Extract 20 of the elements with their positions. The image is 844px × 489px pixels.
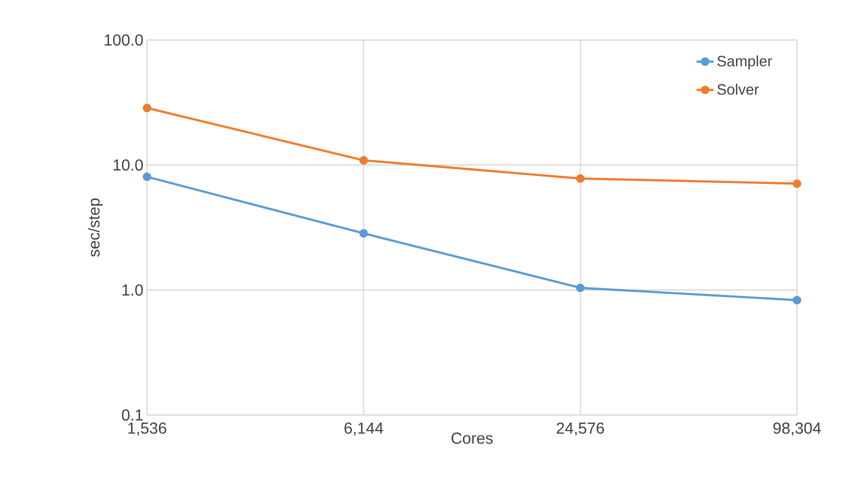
point <box>142 104 152 112</box>
y-tick-label: 1.0 <box>122 284 143 296</box>
point <box>576 174 585 183</box>
x-axis-title: Cores <box>452 432 493 444</box>
y-tick-label: 100.0 <box>104 34 143 46</box>
y-tick-label: 0.1 <box>122 409 143 421</box>
point <box>142 172 152 182</box>
point <box>792 179 802 188</box>
y-tick-label: 10.0 <box>114 159 143 171</box>
x-tick-label: 6,144 <box>344 422 384 436</box>
point <box>792 296 802 304</box>
y-axis-title: sec/step <box>88 198 103 257</box>
legend-label: Sampler <box>717 55 772 70</box>
x-tick-label: 24,576 <box>556 422 604 436</box>
point <box>359 229 368 238</box>
x-tick-label: 1,536 <box>128 422 166 436</box>
point <box>359 156 368 165</box>
x-tick-label: 98,304 <box>773 422 821 436</box>
legend-label: Solver <box>717 84 759 95</box>
point <box>576 284 585 292</box>
